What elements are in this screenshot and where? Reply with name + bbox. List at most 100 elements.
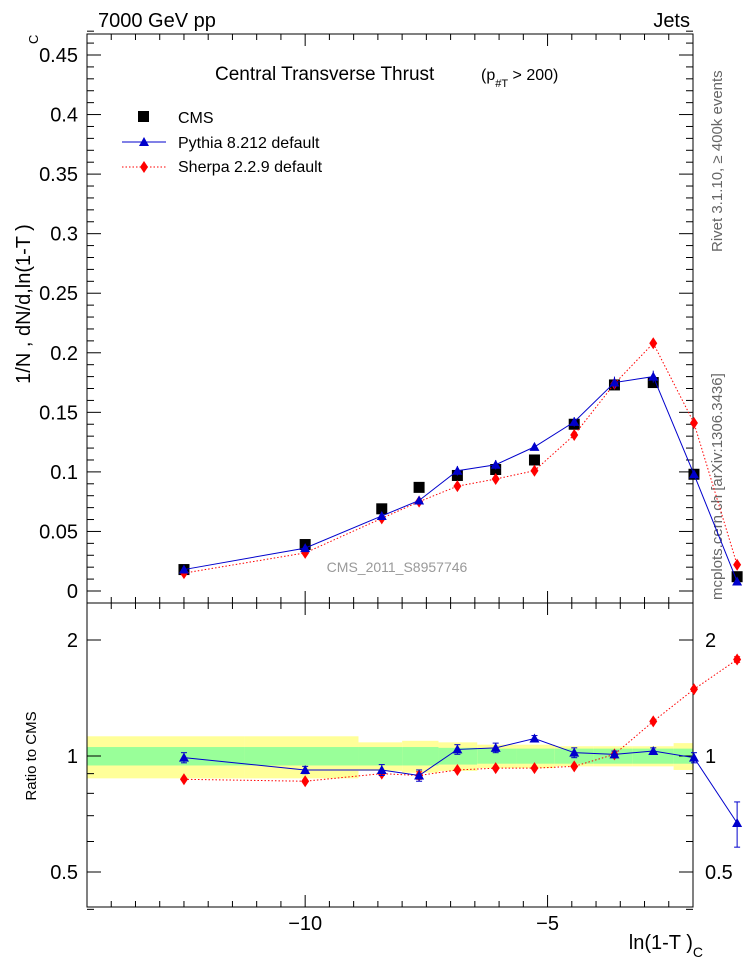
cut-label-prefix: (p <box>481 67 495 84</box>
legend-marker-pythia <box>139 137 149 146</box>
pythia-point <box>569 416 580 426</box>
sherpa-ratio-point <box>733 653 742 666</box>
legend-marker-sherpa <box>140 161 148 173</box>
sherpa-point <box>733 558 742 571</box>
cms-stat-uncertainty-band <box>87 747 245 766</box>
main-panel: 0 0.05 0.1 0.15 0.2 0.25 0.3 0.35 0.4 0.45 1/N , … <box>13 30 743 604</box>
pythia-line <box>183 376 738 582</box>
ratio-y-axis-label: Ratio to CMS <box>23 711 40 800</box>
cms-stat-uncertainty-band <box>358 747 403 766</box>
sherpa-ratio-point <box>570 760 579 773</box>
header-right: Jets <box>653 10 690 32</box>
main-y-tick-label: 0.15 <box>39 402 78 424</box>
pythia-point <box>300 543 311 553</box>
pythia-ratio-line <box>183 738 738 824</box>
ratio-y-tick-label: 0.5 <box>50 862 78 884</box>
ratio-y-tick-label-right: 2 <box>705 630 716 652</box>
sherpa-point <box>570 428 579 441</box>
ratio-x-tick-label: −10 <box>288 913 322 935</box>
pythia-ratio-point <box>300 764 311 774</box>
cut-label-suffix: > 200) <box>508 67 558 84</box>
rivet-label: Rivet 3.1.10, ≥ 400k events <box>709 70 726 252</box>
ratio-series-layer <box>178 653 743 848</box>
sherpa-line <box>183 342 738 574</box>
ratio-panel: 0.5 0.5 1 1 2 2 −10 −5 Ratio to CMS ln(1-T )C <box>23 602 743 960</box>
main-y-tick-label: 0.4 <box>50 105 78 127</box>
legend-marker-cms <box>138 111 149 122</box>
pythia-ratio-point <box>490 742 501 752</box>
pythia-point <box>732 576 743 586</box>
cms-point <box>376 503 388 515</box>
pythia-point <box>609 377 620 387</box>
pythia-ratio-point <box>178 752 189 762</box>
main-x-ticks <box>86 34 694 603</box>
main-series-layer <box>178 337 743 586</box>
sherpa-ratio-point <box>649 715 658 728</box>
pythia-ratio-point <box>648 746 659 756</box>
ratio-y-tick-label-right: 0.5 <box>705 862 733 884</box>
pythia-ratio-point <box>609 749 620 759</box>
ratio-x-tick-label: −5 <box>536 913 559 935</box>
pythia-point <box>376 510 387 520</box>
main-y-tick-label: 0.45 <box>39 45 78 67</box>
main-y-axis-label: 1/N , dN/d,ln(1-T ) <box>13 224 35 384</box>
pythia-point <box>178 564 189 574</box>
pythia-point <box>648 371 659 381</box>
cut-label-subscript: #T <box>495 78 508 90</box>
sherpa-point <box>530 464 539 477</box>
pythia-ratio-point <box>529 733 540 743</box>
legend: CMS Pythia 8.212 default Sherpa 2.2.9 de… <box>122 110 323 176</box>
analysis-watermark: CMS_2011_S8957746 <box>327 559 468 575</box>
sherpa-ratio-point <box>179 773 188 786</box>
main-y-tick-label: 0.25 <box>39 283 78 305</box>
pythia-ratio-point <box>569 747 580 757</box>
pythia-ratio-point <box>452 744 463 754</box>
cut-label: (p#T > 200) <box>481 67 558 90</box>
x-axis-label: ln(1-T )C <box>629 932 703 960</box>
cms-point <box>413 481 425 493</box>
header-left: 7000 GeV pp <box>98 10 216 32</box>
ratio-y-tick-label: 2 <box>67 630 78 652</box>
sherpa-ratio-point <box>491 762 500 775</box>
pythia-point <box>490 459 501 469</box>
pythia-ratio-point <box>376 764 387 774</box>
sherpa-ratio-point <box>689 683 698 696</box>
pythia-point <box>414 495 425 505</box>
main-y-tick-label: 0.3 <box>50 224 78 246</box>
sherpa-point <box>689 417 698 430</box>
legend-label-pythia: Pythia 8.212 default <box>178 135 320 152</box>
main-y-tick-label: 0.05 <box>39 521 78 543</box>
ratio-y-tick-label-right: 1 <box>705 746 716 768</box>
legend-label-cms: CMS <box>178 110 214 127</box>
pythia-ratio-point <box>414 770 425 780</box>
mcplots-label: mcplots.cern.ch [arXiv:1306.3436] <box>709 373 726 600</box>
cms-stat-uncertainty-band <box>244 747 359 766</box>
x-axis-label-subscript: C <box>693 944 703 960</box>
main-y-tick-label: 0.1 <box>50 462 78 484</box>
main-y-tick-label: 0.2 <box>50 343 78 365</box>
pythia-ratio-point <box>732 818 743 828</box>
cms-stat-uncertainty-band <box>438 747 478 765</box>
sherpa-ratio-point <box>530 762 539 775</box>
legend-label-sherpa: Sherpa 2.2.9 default <box>178 159 323 176</box>
ratio-y-tick-label: 1 <box>67 746 78 768</box>
main-y-axis: 0 0.05 0.1 0.15 0.2 0.25 0.3 0.35 0.4 0.45 <box>39 30 693 603</box>
main-y-tick-label: 0.35 <box>39 164 78 186</box>
sherpa-ratio-point <box>301 775 310 788</box>
main-y-tick-label: 0 <box>67 581 78 603</box>
pythia-point <box>452 465 463 475</box>
cms-point <box>528 454 540 466</box>
pythia-point <box>688 469 699 479</box>
sherpa-ratio-point <box>453 763 462 776</box>
ratio-x-axis: −10 −5 <box>86 603 694 935</box>
sherpa-point <box>491 473 500 486</box>
sherpa-point <box>649 337 658 350</box>
sherpa-point <box>453 480 462 493</box>
cms-stat-uncertainty-band <box>402 747 439 766</box>
chart-title: Central Transverse Thrust <box>215 64 435 85</box>
pythia-point <box>529 441 540 451</box>
cms-stat-uncertainty-band <box>477 748 517 764</box>
cms-stat-uncertainty-band <box>516 748 555 764</box>
main-y-axis-label-subscript: C <box>26 35 41 44</box>
